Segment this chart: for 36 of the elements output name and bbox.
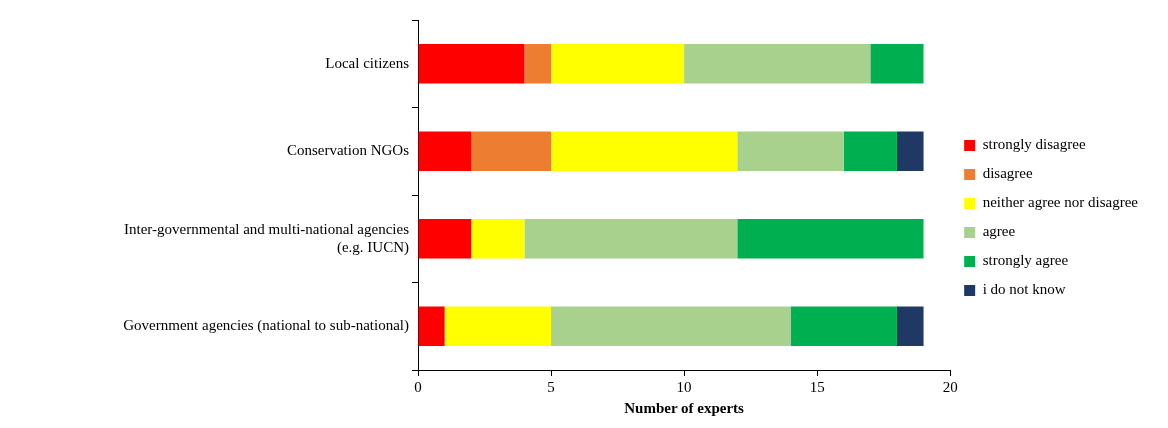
- legend-label: i do not know: [982, 281, 1066, 298]
- bar: [471, 219, 525, 259]
- bar: [737, 219, 924, 259]
- x-axis-title: Number of experts: [624, 399, 745, 416]
- bar: [418, 131, 472, 171]
- x-tick-label: 0: [414, 378, 422, 395]
- bar: [444, 306, 552, 346]
- legend-label: disagree: [982, 165, 1033, 182]
- y-tick-label: Inter-governmental and multi-national agencies (e.g. IUCN): [123, 220, 410, 256]
- y-tick-label: Government agencies (national to sub-national): [123, 317, 409, 335]
- y-tick-label: Conservation NGOs: [286, 142, 410, 159]
- bar: [843, 131, 897, 171]
- x-tick-label: 10: [676, 378, 692, 395]
- bar: [737, 131, 844, 171]
- bar: [896, 306, 924, 346]
- bar: [551, 131, 738, 171]
- bar: [524, 219, 738, 259]
- bar: [524, 44, 552, 84]
- bar: [551, 306, 791, 346]
- bar: [418, 306, 445, 346]
- x-tick-label: 5: [547, 378, 555, 395]
- bar: [870, 44, 924, 84]
- legend-label: agree: [982, 223, 1016, 240]
- bar: [551, 44, 685, 84]
- bar: [418, 219, 472, 259]
- bar: [896, 131, 924, 171]
- legend-label: neither agree nor disagree: [982, 194, 1139, 211]
- y-tick-label: Local citizens: [325, 54, 410, 71]
- bar: [790, 306, 897, 346]
- bar: [418, 44, 525, 84]
- legend-label: strongly disagree: [982, 136, 1086, 153]
- bar: [471, 131, 552, 171]
- bar: [684, 44, 871, 84]
- legend-label: strongly agree: [982, 252, 1069, 269]
- x-tick-label: 15: [809, 378, 825, 395]
- x-tick-label: 20: [942, 378, 958, 395]
